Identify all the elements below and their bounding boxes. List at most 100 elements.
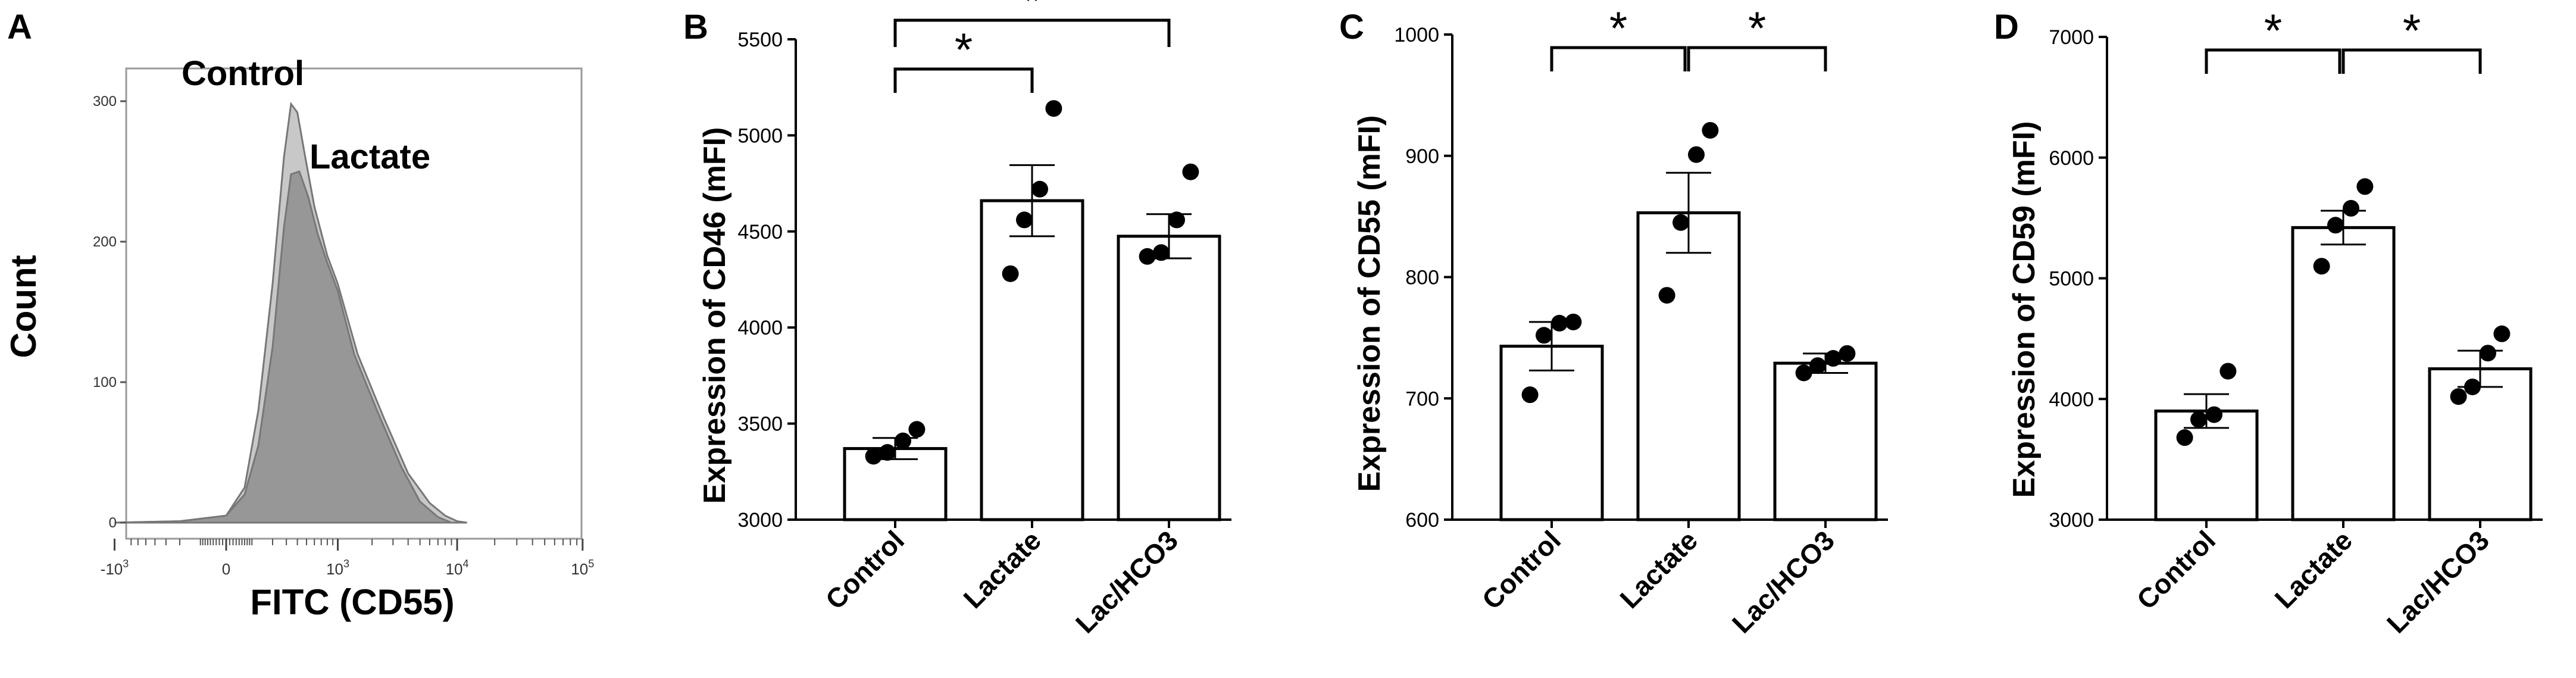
cd55-y-axis-label: Expression of CD55 (mFI) xyxy=(1352,115,1387,492)
histogram-x-axis-label: FITC (CD55) xyxy=(250,582,454,622)
data-point xyxy=(2480,345,2496,362)
bar xyxy=(2291,226,2396,521)
x-tick-label: Lactate xyxy=(2268,524,2358,614)
data-point xyxy=(908,421,926,438)
bar xyxy=(1636,211,1741,521)
bar xyxy=(1499,345,1604,521)
y-tick-label: 4000 xyxy=(2049,388,2094,411)
data-point xyxy=(2493,325,2511,342)
panel-label-d: D xyxy=(1994,8,2019,46)
data-point xyxy=(1168,211,1185,229)
bar xyxy=(980,199,1084,521)
data-point xyxy=(1809,357,1826,374)
data-point xyxy=(2343,199,2359,217)
data-point xyxy=(1672,214,1689,231)
y-tick-label: 700 xyxy=(1405,388,1439,410)
panel-label-c: C xyxy=(1339,8,1364,46)
histogram-x-tick-label: 103 xyxy=(326,558,349,578)
y-tick-label: 800 xyxy=(1405,267,1439,289)
y-tick-label: 5500 xyxy=(737,29,783,51)
data-point xyxy=(1688,146,1705,163)
y-tick-label: 1000 xyxy=(1394,24,1439,46)
histogram-y-tick-label: 100 xyxy=(93,374,117,390)
x-tick-label: Lactate xyxy=(1614,524,1703,614)
data-point xyxy=(1825,350,1842,367)
significance-star: * xyxy=(955,23,973,76)
histogram-x-tick-label: 0 xyxy=(222,560,230,578)
data-point xyxy=(879,444,896,461)
data-point xyxy=(1521,386,1539,404)
histogram-x-tick-label: -103 xyxy=(101,558,129,578)
histogram-area xyxy=(114,101,467,524)
bar xyxy=(2428,367,2533,521)
histogram-y-tick-label: 0 xyxy=(109,515,117,531)
data-point xyxy=(2450,388,2467,405)
significance-bracket xyxy=(893,67,1034,93)
data-point xyxy=(2190,411,2207,428)
data-point xyxy=(2219,363,2237,380)
data-point xyxy=(1031,180,1048,198)
data-point xyxy=(1551,314,1568,332)
y-tick-label: 5000 xyxy=(737,124,783,147)
significance-star: * xyxy=(2264,4,2282,57)
x-tick-label: Control xyxy=(820,524,910,615)
y-tick-label: 6000 xyxy=(2049,147,2094,170)
histogram-series-1 xyxy=(114,170,452,524)
data-point xyxy=(1565,313,1582,330)
bar xyxy=(2154,410,2259,521)
significance-bracket xyxy=(2341,48,2482,74)
significance-star: * xyxy=(2403,4,2421,57)
data-point xyxy=(1153,244,1170,261)
x-tick-label: Control xyxy=(1476,524,1567,615)
histogram-x-tick-label: 104 xyxy=(446,558,469,578)
cd59-y-axis-label: Expression of CD59 (mFI) xyxy=(2007,121,2042,498)
cd59-bar-panel: Expression of CD59 (mFI) 3000 4000 5000 600… xyxy=(2007,4,2543,639)
histogram-y-axis-label: Count xyxy=(4,255,43,358)
significance-star: * xyxy=(1023,0,1041,27)
bar xyxy=(1773,361,1878,521)
panel-label-b: B xyxy=(683,8,708,46)
x-tick-label: Lac/HCO3 xyxy=(2381,524,2495,639)
data-point xyxy=(1016,211,1033,229)
histogram-y-tick-label: 200 xyxy=(93,234,117,250)
cd46-bar-panel: Expression of CD46 (mFI) 3000 3500 4000 450… xyxy=(698,0,1231,639)
x-tick-label: Lactate xyxy=(957,524,1047,614)
data-point xyxy=(2176,429,2193,446)
significance-star: * xyxy=(1748,2,1766,54)
significance-star: * xyxy=(1609,2,1627,54)
significance-bracket xyxy=(1550,46,1687,71)
data-point xyxy=(2464,378,2481,395)
y-tick-label: 3500 xyxy=(737,413,783,436)
y-tick-label: 3000 xyxy=(737,509,783,532)
data-point xyxy=(865,448,882,465)
significance-bracket xyxy=(893,18,1171,47)
x-tick-label: Control xyxy=(2131,524,2221,615)
data-point xyxy=(1139,248,1156,265)
cd55-bar-panel: Expression of CD55 (mFI) 600 700 800 900 100… xyxy=(1352,2,1888,639)
data-point xyxy=(1002,265,1019,282)
data-point xyxy=(895,432,911,449)
data-point xyxy=(1658,287,1675,304)
series-label-control: Control xyxy=(182,54,304,93)
significance-bracket xyxy=(1687,46,1827,71)
histogram-frame xyxy=(125,67,583,540)
data-point xyxy=(1045,100,1062,117)
bar xyxy=(1117,235,1221,521)
histogram-x-tick-label: 105 xyxy=(571,558,594,578)
y-tick-label: 7000 xyxy=(2049,26,2094,49)
data-point xyxy=(2356,178,2374,195)
panel-label-a: A xyxy=(7,8,32,46)
y-tick-label: 5000 xyxy=(2049,268,2094,290)
histogram-y-tick-label: 300 xyxy=(93,93,117,110)
histogram-panel: 0 100 200 300 -103 0 103 104 105 Control Lactate… xyxy=(4,54,594,622)
y-tick-label: 900 xyxy=(1405,145,1439,168)
x-tick-label: Lac/HCO3 xyxy=(1070,524,1184,639)
x-tick-label: Lac/HCO3 xyxy=(1726,524,1840,639)
y-tick-label: 600 xyxy=(1405,509,1439,532)
data-point xyxy=(2327,217,2344,234)
data-point xyxy=(1795,364,1812,382)
data-point xyxy=(1839,345,1856,362)
y-tick-label: 4500 xyxy=(737,221,783,243)
significance-bracket xyxy=(2205,48,2341,74)
